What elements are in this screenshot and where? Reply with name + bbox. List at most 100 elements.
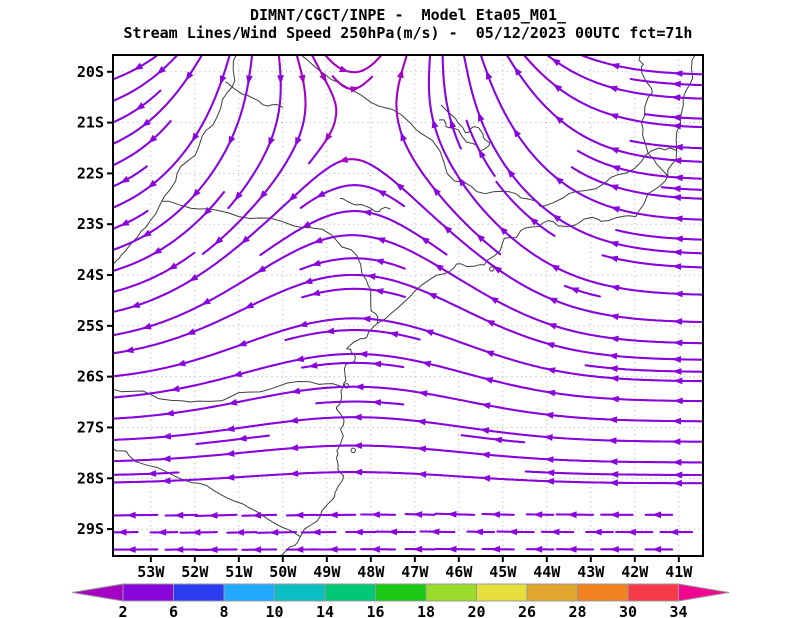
flow-arrow <box>350 86 360 93</box>
colorbar-over-arrow <box>678 583 730 602</box>
flow-arrow <box>370 545 380 553</box>
flow-arrow <box>610 63 620 70</box>
lon-tick-label: 51W <box>225 563 253 581</box>
flow-arrow <box>533 511 543 518</box>
flow-arrow <box>339 65 349 72</box>
flow-arrow <box>626 528 636 536</box>
flow-arrow <box>499 226 508 235</box>
colorbar-segment <box>425 583 477 602</box>
flow-arrow <box>546 367 556 374</box>
flow-arrow <box>551 214 562 223</box>
flow-arrow <box>147 179 157 189</box>
flow-arrow <box>673 318 683 325</box>
island-outline <box>350 447 356 454</box>
flow-arrow <box>610 206 621 213</box>
flow-arrow <box>673 290 683 298</box>
flow-arrow <box>420 236 430 245</box>
y-axis-labels: 20S 21S 22S 23S 24S 25S 26S 27S 28S 29S <box>77 63 113 538</box>
flow-arrow <box>388 528 398 536</box>
flow-arrow <box>358 350 368 358</box>
flow-arrow <box>507 168 516 178</box>
colorbar-segment <box>627 583 679 602</box>
flow-arrow <box>366 273 376 280</box>
lake-outline <box>339 197 391 213</box>
flow-arrow <box>543 434 553 441</box>
flow-arrow <box>371 399 382 406</box>
flow-arrow <box>673 471 683 479</box>
flow-arrow <box>609 147 620 154</box>
flow-arrow <box>174 511 184 519</box>
flow-arrow <box>492 436 503 444</box>
flow-arrow <box>480 451 490 459</box>
flow-arrow <box>228 135 236 146</box>
flow-arrow <box>120 175 130 184</box>
flow-arrow <box>298 320 308 328</box>
state-border <box>113 381 344 403</box>
flow-arrow <box>353 528 363 536</box>
flow-arrow <box>377 190 387 197</box>
flow-arrow <box>185 71 194 81</box>
colorbar-segment <box>173 583 225 602</box>
colorbar-under-arrow <box>71 583 124 602</box>
flow-arrow <box>289 444 299 452</box>
flow-arrow <box>652 511 662 519</box>
flow-arrow <box>219 75 227 85</box>
flow-arrow <box>486 70 493 80</box>
flow-arrow <box>673 377 683 385</box>
flow-arrow <box>133 62 144 71</box>
flow-arrow <box>485 320 496 327</box>
flow-arrow <box>427 292 438 300</box>
flow-arrow <box>397 68 404 79</box>
flow-arrow <box>481 474 491 482</box>
flow-arrow <box>161 432 172 440</box>
coastline <box>281 55 696 556</box>
flow-arrow <box>671 356 681 363</box>
flow-arrow <box>447 510 457 518</box>
lake-outline <box>225 81 284 108</box>
flow-arrow <box>672 458 682 466</box>
flow-arrow <box>313 236 323 244</box>
flow-arrow <box>610 284 620 292</box>
flow-arrow <box>609 546 619 553</box>
coastline-layer <box>113 55 696 556</box>
flow-arrow <box>176 359 186 367</box>
flow-arrow <box>609 113 619 120</box>
flow-arrow <box>416 445 427 453</box>
flow-arrow <box>325 327 335 335</box>
lon-tick-label: 42W <box>621 563 649 581</box>
flow-arrow <box>120 219 130 226</box>
flow-arrow <box>673 235 683 243</box>
flow-arrow <box>673 215 683 223</box>
lat-tick-label: 26S <box>77 368 104 386</box>
flow-arrow <box>609 313 619 321</box>
flow-arrow <box>672 157 682 165</box>
flow-arrow <box>225 474 235 481</box>
flow-arrow <box>124 346 134 354</box>
lon-tick-label: 48W <box>357 563 385 581</box>
lat-tick-label: 22S <box>77 164 104 182</box>
flow-arrow <box>545 342 555 349</box>
flow-arrow <box>508 528 518 536</box>
flow-arrow <box>192 188 201 198</box>
lon-tick-label: 47W <box>401 563 429 581</box>
lon-tick-label: 44W <box>533 563 561 581</box>
flow-arrow <box>208 512 218 519</box>
flow-arrow <box>608 479 618 487</box>
flow-arrow <box>553 83 563 92</box>
island-outline <box>489 266 495 272</box>
colorbar-segment <box>223 583 275 602</box>
flow-arrow <box>301 221 312 229</box>
flow-arrow <box>544 478 554 485</box>
flow-arrow <box>256 265 267 273</box>
flow-arrow <box>424 329 434 336</box>
flow-arrow <box>671 194 682 201</box>
flow-arrow <box>673 70 683 77</box>
colorbar-tick-label: 8 <box>219 603 228 618</box>
flow-arrow <box>608 85 618 93</box>
flow-arrow <box>203 206 212 216</box>
lat-tick-label: 24S <box>77 266 104 284</box>
flow-arrow <box>673 397 683 405</box>
flow-arrow <box>413 545 423 553</box>
flow-arrow <box>372 360 382 368</box>
flow-arrow <box>361 315 371 323</box>
